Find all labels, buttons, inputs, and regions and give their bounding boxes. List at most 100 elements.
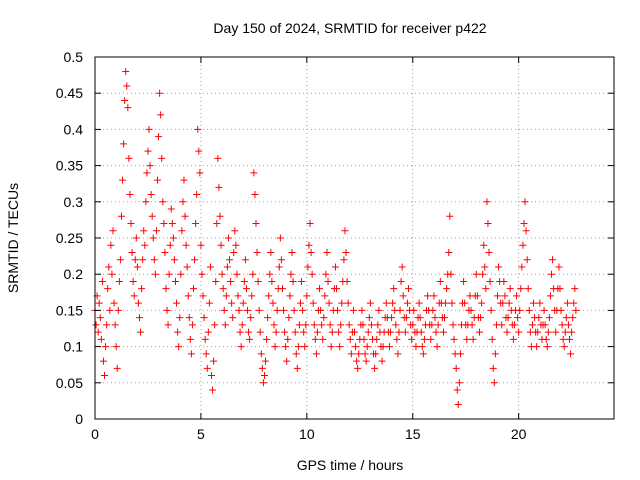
data-point xyxy=(293,364,301,372)
data-point xyxy=(363,343,371,351)
data-point xyxy=(260,372,268,380)
data-point xyxy=(292,350,300,358)
data-points xyxy=(91,67,580,409)
data-point xyxy=(155,133,163,141)
data-point xyxy=(268,277,276,285)
data-point xyxy=(325,299,333,307)
data-point xyxy=(385,343,393,351)
data-point xyxy=(543,343,551,351)
data-point xyxy=(450,335,458,343)
data-point xyxy=(399,292,407,300)
data-point xyxy=(517,285,525,293)
data-point xyxy=(446,212,454,220)
data-point xyxy=(135,314,143,322)
data-point xyxy=(119,176,127,184)
data-point xyxy=(104,285,112,293)
data-point xyxy=(259,379,267,387)
data-point xyxy=(499,299,507,307)
data-point xyxy=(234,292,242,300)
data-point xyxy=(455,379,463,387)
data-point xyxy=(255,306,263,314)
y-tick-label: 0.15 xyxy=(56,302,83,318)
data-point xyxy=(436,277,444,285)
data-point xyxy=(557,306,565,314)
data-point xyxy=(222,292,230,300)
data-point xyxy=(203,364,211,372)
data-point xyxy=(284,335,292,343)
data-point xyxy=(493,292,501,300)
data-point xyxy=(456,350,464,358)
data-point xyxy=(372,350,380,358)
data-point xyxy=(568,328,576,336)
data-point xyxy=(159,198,167,206)
data-point xyxy=(150,256,158,264)
data-point xyxy=(335,328,343,336)
data-point xyxy=(556,285,564,293)
data-point xyxy=(379,343,387,351)
data-point xyxy=(245,328,253,336)
data-point xyxy=(395,328,403,336)
data-point xyxy=(439,328,447,336)
data-point xyxy=(288,248,296,256)
data-point xyxy=(285,314,293,322)
data-point xyxy=(375,306,383,314)
data-point xyxy=(410,306,418,314)
data-point xyxy=(498,321,506,329)
data-point xyxy=(127,220,135,228)
data-point xyxy=(334,306,342,314)
data-point xyxy=(366,299,374,307)
y-tick-label: 0.05 xyxy=(56,375,83,391)
x-tick-label: 20 xyxy=(511,426,527,442)
data-point xyxy=(290,306,298,314)
data-point xyxy=(390,285,398,293)
data-point xyxy=(567,350,575,358)
data-point xyxy=(105,263,113,271)
data-point xyxy=(266,270,274,278)
data-point xyxy=(217,241,225,249)
data-point xyxy=(304,263,312,271)
data-point xyxy=(480,241,488,249)
data-point xyxy=(192,220,200,228)
data-point xyxy=(482,285,490,293)
data-point xyxy=(489,364,497,372)
data-point xyxy=(158,154,166,162)
data-point xyxy=(569,314,577,322)
data-point xyxy=(294,343,302,351)
data-point xyxy=(280,306,288,314)
data-point xyxy=(467,306,475,314)
data-point xyxy=(134,299,142,307)
data-point xyxy=(126,191,134,199)
data-point xyxy=(164,321,172,329)
data-point xyxy=(359,321,367,329)
data-point xyxy=(463,335,471,343)
data-point xyxy=(276,234,284,242)
data-point xyxy=(210,357,218,365)
data-point xyxy=(394,350,402,358)
data-point xyxy=(432,328,440,336)
data-point xyxy=(170,256,178,264)
data-point xyxy=(516,306,524,314)
data-point xyxy=(552,328,560,336)
data-point xyxy=(442,299,450,307)
data-point xyxy=(137,328,145,336)
data-point xyxy=(249,270,257,278)
data-point xyxy=(231,227,239,235)
data-point xyxy=(128,248,136,256)
data-point xyxy=(152,227,160,235)
data-point xyxy=(176,314,184,322)
data-point xyxy=(324,277,332,285)
data-point xyxy=(97,335,105,343)
data-point xyxy=(160,220,168,228)
data-point xyxy=(209,386,217,394)
data-point xyxy=(353,357,361,365)
data-point xyxy=(142,198,150,206)
data-point xyxy=(509,335,517,343)
data-point xyxy=(326,321,334,329)
data-point xyxy=(331,263,339,271)
data-point xyxy=(460,277,468,285)
data-point xyxy=(169,234,177,242)
data-point xyxy=(295,321,303,329)
data-point xyxy=(99,357,107,365)
data-point xyxy=(163,306,171,314)
